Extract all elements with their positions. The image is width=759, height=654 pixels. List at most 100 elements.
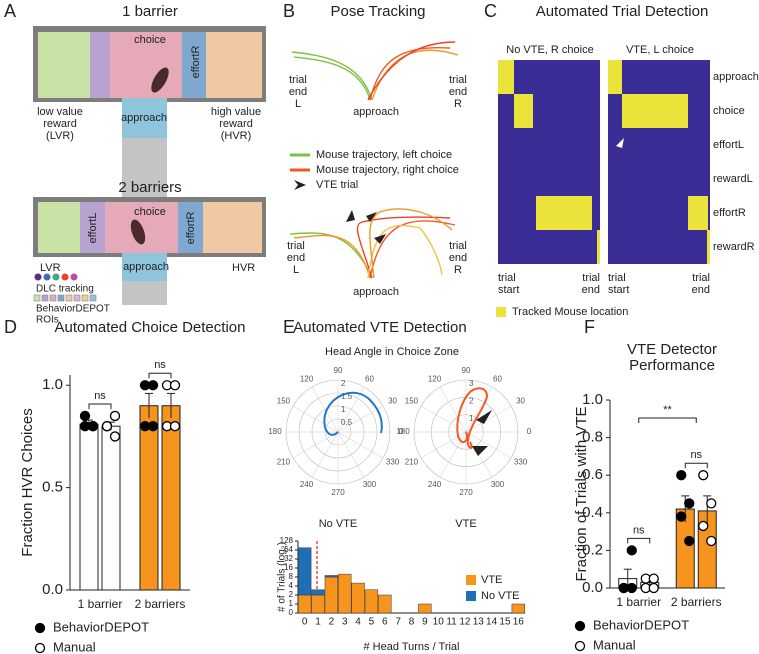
x-tick-label: 15 bbox=[499, 617, 511, 628]
data-point bbox=[648, 573, 659, 584]
legend-text: ROIs bbox=[36, 315, 59, 326]
polar-spoke bbox=[465, 405, 512, 433]
axis-label: trial bbox=[498, 272, 516, 284]
legend-swatch bbox=[496, 307, 506, 317]
y-tick-label: 1.0 bbox=[42, 376, 63, 393]
y-axis-label: Fraction HVR Choices bbox=[19, 408, 36, 556]
row-label: approach bbox=[713, 71, 759, 83]
angle-tick-label: 0 bbox=[399, 427, 404, 436]
bar bbox=[79, 423, 99, 591]
roi-legend bbox=[33, 294, 97, 302]
end-label: end bbox=[287, 252, 305, 264]
data-point bbox=[169, 421, 181, 432]
significance-label: ** bbox=[663, 404, 672, 416]
y-tick-label: 0.0 bbox=[582, 579, 603, 596]
panel-label: D bbox=[4, 317, 17, 337]
legend-marker bbox=[574, 640, 586, 652]
zone bbox=[90, 32, 110, 98]
pose-tracking: Pose Tracking trial end L trial end R ap… bbox=[287, 3, 467, 298]
legend-text: VTE bbox=[481, 574, 502, 586]
y-tick-label: 4 bbox=[289, 581, 294, 590]
row-label: effortL bbox=[713, 139, 744, 151]
row-label: effortR bbox=[713, 207, 746, 219]
data-point bbox=[676, 470, 687, 481]
x-tick-label: 9 bbox=[422, 617, 428, 628]
chart-title: Automated VTE Detection bbox=[293, 319, 466, 336]
x-tick-label: 7 bbox=[395, 617, 401, 628]
heatmap-title: VTE, L choice bbox=[626, 44, 694, 56]
zone-label: choice bbox=[134, 206, 166, 218]
arena-top: 1 barrier choice effortR approach low va… bbox=[33, 3, 266, 200]
data-point bbox=[706, 498, 717, 509]
bar bbox=[101, 425, 121, 591]
polar-spoke bbox=[311, 431, 339, 478]
axis-label: start bbox=[608, 284, 629, 296]
zone-label: reward bbox=[219, 118, 253, 130]
zone-label: reward bbox=[43, 118, 77, 130]
y-tick-label: 1 bbox=[289, 599, 294, 608]
data-point bbox=[618, 582, 629, 594]
zone bbox=[122, 98, 167, 138]
panel-title: Pose Tracking bbox=[330, 3, 425, 20]
chart-title: VTE Detector bbox=[627, 341, 717, 358]
polar-spoke bbox=[439, 386, 467, 433]
arena-title: 2 barriers bbox=[118, 179, 181, 196]
data-point bbox=[626, 545, 637, 556]
data-point bbox=[109, 431, 121, 442]
angle-tick-label: 60 bbox=[493, 374, 502, 383]
trial-detection: Automated Trial Detection No VTE, R choi… bbox=[496, 3, 759, 318]
y-tick-label: 1.0 bbox=[582, 391, 603, 408]
panel-label: C bbox=[484, 1, 497, 21]
angle-tick-label: 210 bbox=[405, 458, 419, 467]
zone-label: approach bbox=[121, 112, 167, 124]
zone-label: choice bbox=[134, 34, 166, 46]
polar-spoke bbox=[465, 386, 493, 433]
angle-tick-label: 30 bbox=[388, 397, 397, 406]
polar-label: No VTE bbox=[319, 518, 358, 530]
angle-tick-label: 240 bbox=[428, 480, 442, 489]
heatmap bbox=[608, 60, 710, 264]
legend-swatch bbox=[294, 180, 306, 190]
polar-plots: Head Angle in Choice Zone No VTE VTE 0.5… bbox=[268, 346, 531, 530]
polar-label: VTE bbox=[455, 518, 476, 530]
polar-spoke bbox=[420, 405, 467, 433]
radial-tick-label: 2 bbox=[341, 379, 346, 388]
bar bbox=[418, 603, 432, 614]
zone bbox=[38, 202, 80, 253]
bar bbox=[298, 594, 312, 614]
bar bbox=[324, 575, 339, 578]
end-label: end bbox=[289, 86, 307, 98]
bar bbox=[378, 594, 392, 614]
significance-bracket bbox=[638, 417, 697, 423]
data-point bbox=[706, 535, 717, 547]
legend-marker bbox=[574, 620, 586, 632]
radial-tick-label: 1.5 bbox=[341, 392, 353, 401]
angle-tick-label: 150 bbox=[405, 397, 419, 406]
y-tick-label: 0.2 bbox=[582, 541, 603, 558]
x-axis-label: # Head Turns / Trial bbox=[364, 641, 460, 653]
zone-label: LVR bbox=[40, 262, 61, 274]
zone-label: effortR bbox=[190, 46, 202, 79]
x-tick-label: 6 bbox=[382, 617, 388, 628]
y-tick-label: 0.4 bbox=[582, 504, 603, 521]
legend-text: No VTE bbox=[481, 590, 520, 602]
significance-bracket bbox=[148, 372, 172, 379]
angle-tick-label: 150 bbox=[277, 397, 291, 406]
x-tick-label: 13 bbox=[473, 617, 485, 628]
subtitle: Head Angle in Choice Zone bbox=[325, 346, 459, 358]
legend-text: Manual bbox=[593, 637, 636, 652]
end-label: end bbox=[449, 252, 467, 264]
x-tick-label: 12 bbox=[459, 617, 471, 628]
x-tick-label: 2 barriers bbox=[135, 597, 186, 611]
chart-title: Automated Choice Detection bbox=[55, 319, 246, 336]
panel-label: A bbox=[4, 1, 16, 21]
y-tick-label: 8 bbox=[289, 572, 294, 581]
radial-tick-label: 1 bbox=[469, 414, 474, 423]
panel-label: B bbox=[283, 1, 295, 21]
x-tick-label: 2 barriers bbox=[671, 595, 722, 609]
zone bbox=[80, 202, 105, 253]
data-point bbox=[147, 380, 159, 391]
vte-arrow bbox=[374, 234, 386, 244]
x-tick-label: 11 bbox=[446, 617, 457, 628]
